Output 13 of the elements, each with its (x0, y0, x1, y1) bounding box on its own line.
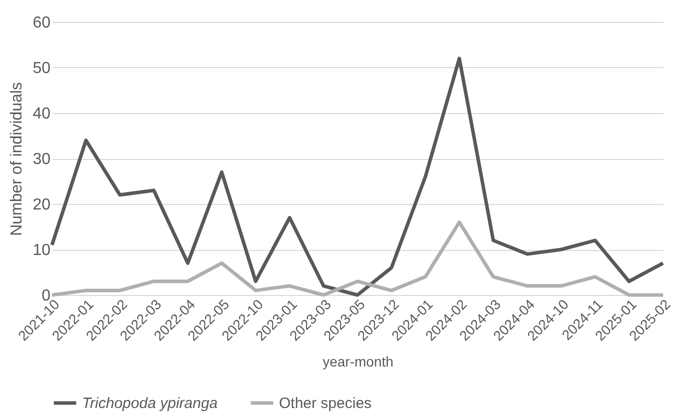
y-tick-label: 0 (42, 288, 51, 304)
line-series (50, 56, 665, 297)
legend-label: Trichopoda ypiranga (82, 395, 218, 412)
y-tick-label: 40 (32, 106, 51, 122)
y-tick-label: 10 (32, 242, 51, 259)
line-series (50, 220, 665, 297)
y-tick-label: 20 (32, 196, 51, 214)
legend-label: Other species (279, 395, 372, 412)
y-tick-label: 60 (32, 14, 51, 32)
y-axis-title: Number of individuals (8, 82, 26, 236)
y-tick-label: 30 (32, 151, 51, 168)
y-tick-label: 50 (32, 60, 51, 77)
x-axis-title: year-month (322, 354, 394, 370)
